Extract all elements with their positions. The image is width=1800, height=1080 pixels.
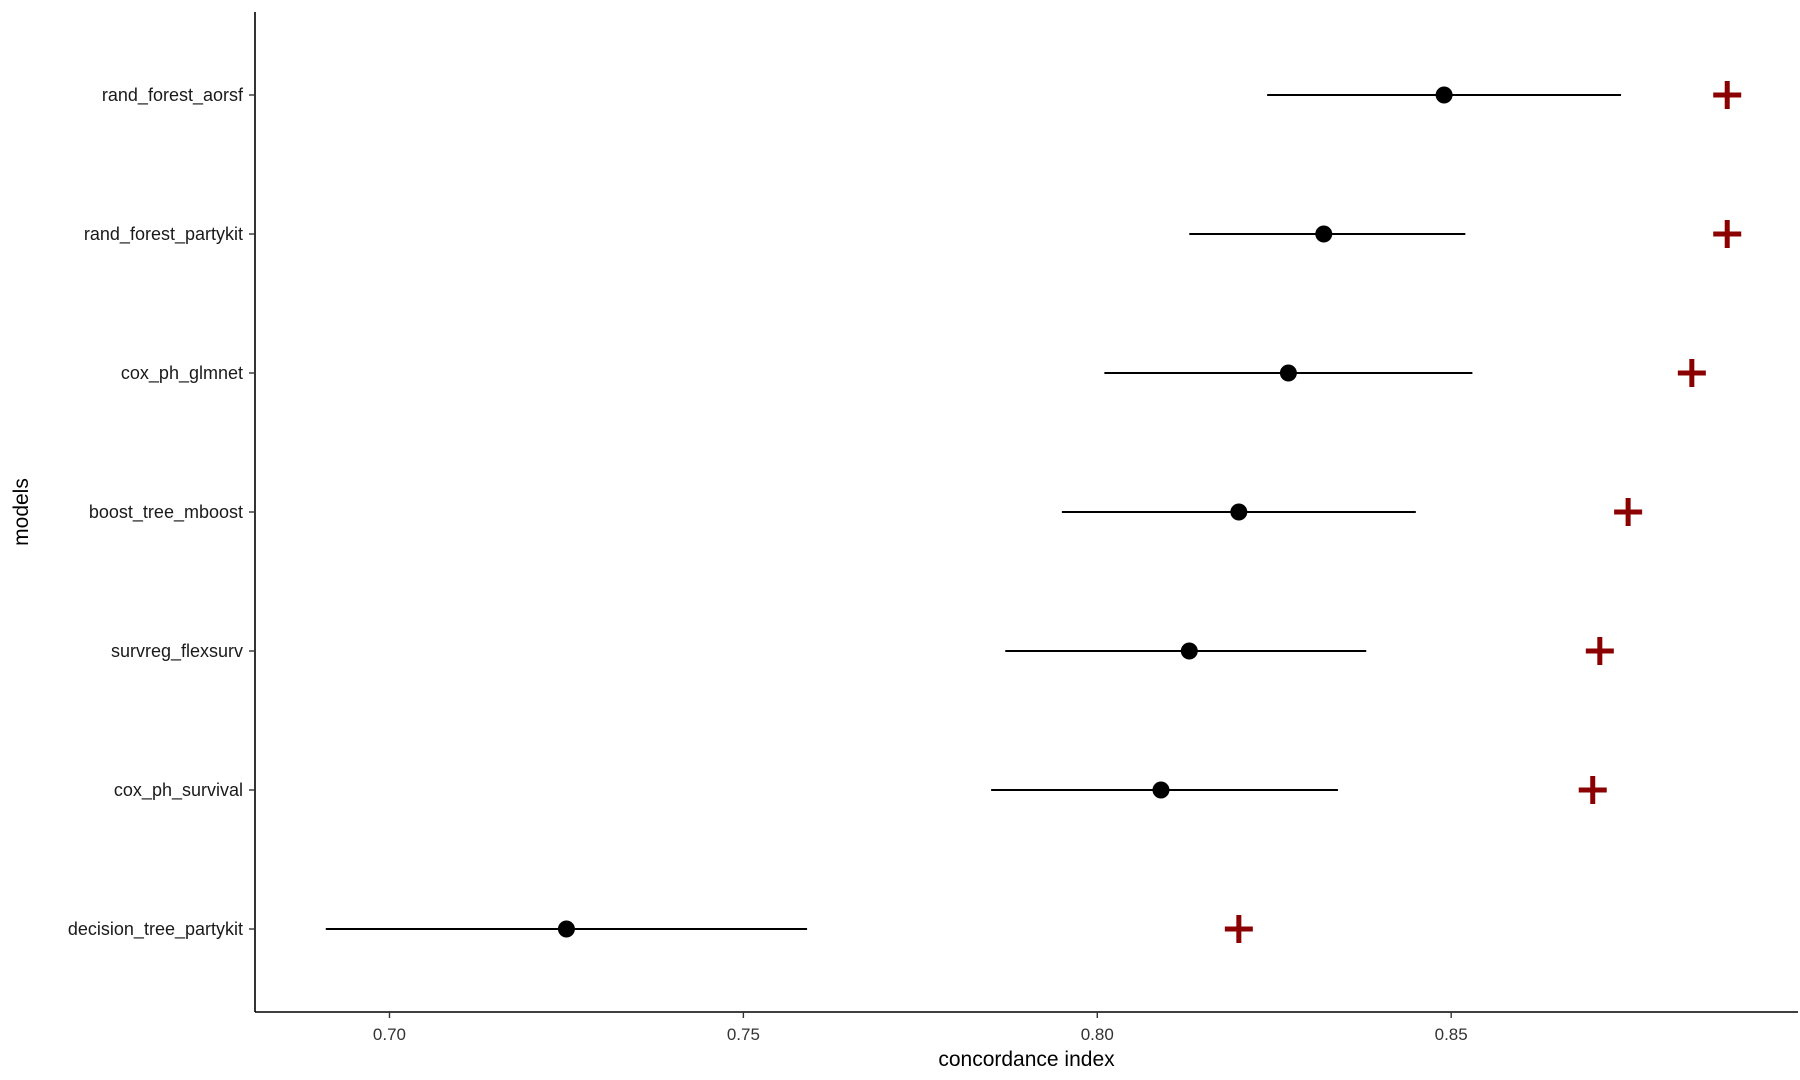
y-tick-label: rand_forest_aorsf	[102, 85, 244, 106]
y-tick-label: decision_tree_partykit	[68, 919, 243, 940]
x-tick-label: 0.70	[373, 1025, 406, 1044]
estimate-point	[1279, 364, 1297, 382]
y-tick-label: boost_tree_mboost	[89, 502, 243, 523]
x-tick-label: 0.80	[1081, 1025, 1114, 1044]
plus-marker	[1713, 220, 1742, 248]
x-axis: 0.70 0.75 0.80 0.85	[255, 1011, 1798, 1044]
plus-marker	[1677, 359, 1706, 387]
y-tick-label: cox_ph_glmnet	[121, 363, 243, 384]
plus-marker	[1614, 498, 1643, 526]
x-axis-title: concordance index	[938, 1048, 1115, 1071]
plus-marker	[1585, 637, 1614, 665]
estimate-point	[1315, 225, 1333, 243]
estimate-point	[1230, 503, 1248, 521]
plus-marker	[1224, 915, 1253, 943]
estimate-point	[1435, 86, 1453, 104]
y-tick-label: rand_forest_partykit	[84, 224, 243, 245]
y-axis-title: models	[10, 478, 33, 546]
plot-marks	[325, 81, 1742, 943]
y-axis: rand_forest_aorsf rand_forest_partykitcox…	[68, 12, 256, 1012]
y-tick-label: cox_ph_survival	[114, 780, 243, 801]
plus-marker	[1578, 776, 1607, 804]
plus-marker	[1713, 81, 1742, 109]
x-tick-label: 0.75	[727, 1025, 760, 1044]
y-tick-label: survreg_flexsurv	[111, 641, 243, 662]
estimate-point	[1152, 781, 1170, 799]
estimate-point	[557, 920, 575, 938]
x-tick-label: 0.85	[1435, 1025, 1468, 1044]
estimate-point	[1180, 642, 1198, 660]
